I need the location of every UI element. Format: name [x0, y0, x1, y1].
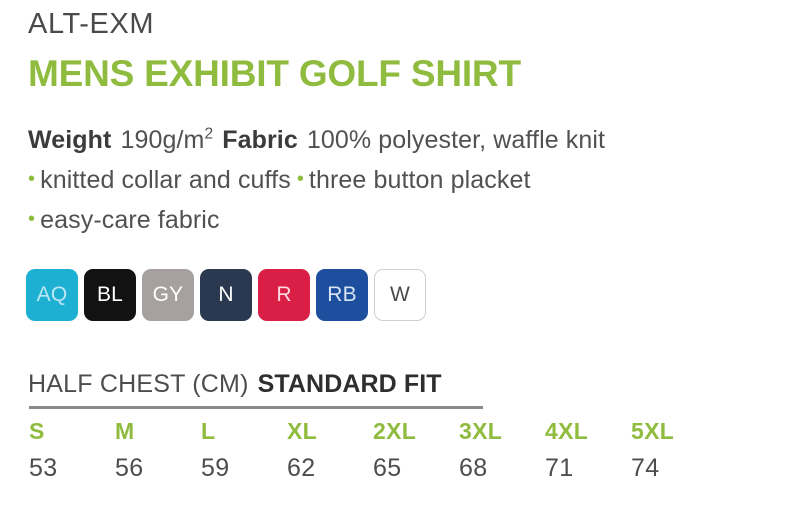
size-header-cell: 5XL: [631, 418, 675, 444]
weight-value: 190g/m: [120, 126, 205, 154]
colour-swatch-label: AQ: [36, 283, 68, 306]
size-value-cell: 56: [115, 454, 144, 482]
feature-line-2: • easy-care fabric: [28, 200, 788, 240]
size-chart-table: S M L XL 2XL 3XL 4XL 5XL 53 56 59 62 65 …: [29, 414, 717, 488]
size-header-cell: 2XL: [373, 418, 417, 444]
colour-swatch-label: BL: [96, 283, 124, 306]
feature-item-easy-care: easy-care fabric: [40, 206, 220, 234]
size-value-cell: 53: [29, 454, 58, 482]
spec-line-weight-fabric: Weight 190g/m2 Fabric 100% polyester, waffl…: [28, 120, 788, 160]
size-chart-divider: [29, 406, 483, 409]
colour-swatch-label: GY: [152, 283, 184, 306]
feature-item-knitted-collar: knitted collar and cuffs: [40, 166, 291, 194]
colour-swatch-aq[interactable]: AQ: [26, 269, 78, 321]
colour-swatch-row: AQ BL GY N R RB W: [26, 269, 426, 321]
weight-value-superscript: 2: [204, 125, 214, 143]
size-value-cell: 68: [459, 454, 488, 482]
size-header-cell: XL: [287, 418, 317, 444]
size-value-cell: 71: [545, 454, 574, 482]
colour-swatch-w[interactable]: W: [374, 269, 426, 321]
bullet-icon: •: [28, 208, 36, 230]
size-header-cell: M: [115, 418, 135, 444]
feature-line-1: • knitted collar and cuffs • three button p…: [28, 160, 788, 200]
size-value-cell: 59: [201, 454, 230, 482]
size-value-cell: 65: [373, 454, 402, 482]
weight-label: Weight: [28, 126, 112, 154]
colour-swatch-label: RB: [327, 283, 357, 306]
size-chart-measure-label: HALF CHEST (CM): [28, 370, 249, 398]
bullet-icon: •: [296, 168, 304, 190]
colour-swatch-rb[interactable]: RB: [316, 269, 368, 321]
fabric-label: Fabric: [222, 126, 298, 154]
spec-block: Weight 190g/m2 Fabric 100% polyester, waffl…: [28, 120, 788, 240]
fabric-value: 100% polyester, waffle knit: [306, 126, 606, 154]
colour-swatch-gy[interactable]: GY: [142, 269, 194, 321]
product-title: MENS EXHIBIT GOLF SHIRT: [28, 53, 521, 94]
colour-swatch-r[interactable]: R: [258, 269, 310, 321]
size-header-cell: S: [29, 418, 45, 444]
colour-swatch-label: R: [276, 283, 292, 306]
size-chart-value-row: 53 56 59 62 65 68 71 74: [29, 448, 717, 488]
size-value-cell: 62: [287, 454, 316, 482]
product-code: ALT-EXM: [28, 8, 155, 40]
colour-swatch-bl[interactable]: BL: [84, 269, 136, 321]
feature-item-button-placket: three button placket: [308, 166, 531, 194]
size-header-cell: 4XL: [545, 418, 589, 444]
colour-swatch-n[interactable]: N: [200, 269, 252, 321]
bullet-icon: •: [28, 168, 36, 190]
size-header-cell: 3XL: [459, 418, 503, 444]
colour-swatch-label: N: [218, 283, 234, 306]
colour-swatch-label: W: [389, 283, 411, 306]
size-header-cell: L: [201, 418, 216, 444]
size-value-cell: 74: [631, 454, 660, 482]
size-chart-header-row: S M L XL 2XL 3XL 4XL 5XL: [29, 414, 717, 448]
size-chart-fit-label: STANDARD FIT: [257, 370, 442, 398]
size-chart-heading: HALF CHEST (CM) STANDARD FIT: [28, 368, 442, 400]
